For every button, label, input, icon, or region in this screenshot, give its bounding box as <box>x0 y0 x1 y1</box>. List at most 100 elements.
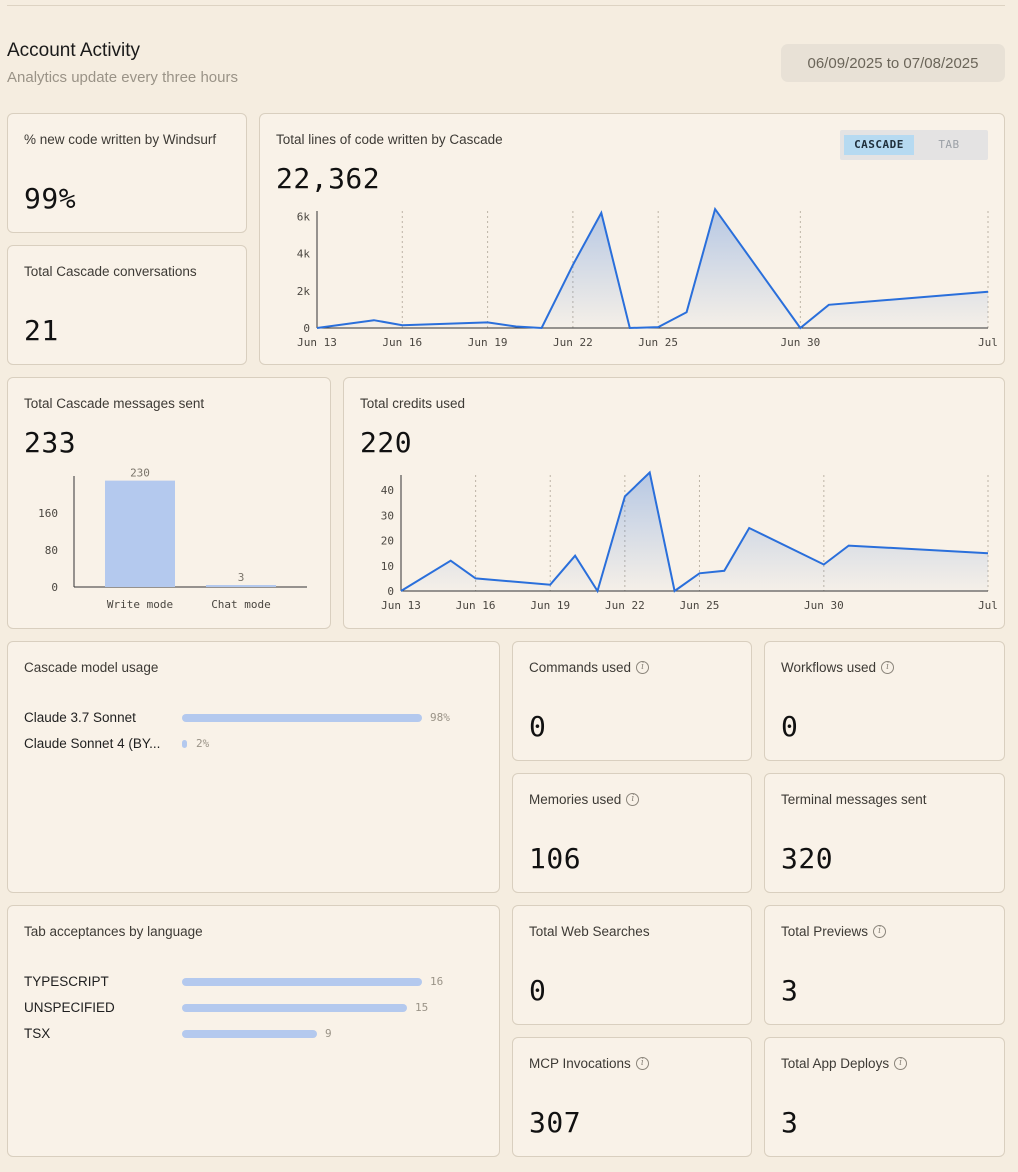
x-tick-label: Jun 22 <box>553 336 593 349</box>
tab-languages-card: Tab acceptances by language TYPESCRIPT 1… <box>7 905 500 1157</box>
mcp-card: MCP Invocations i 307 <box>512 1037 752 1157</box>
info-icon[interactable]: i <box>894 1057 908 1070</box>
toggle-cascade[interactable]: CASCADE <box>844 135 914 155</box>
lines-of-code-value: 22,362 <box>276 162 381 195</box>
bar <box>105 480 175 587</box>
commands-label-text: Commands used <box>529 660 632 675</box>
language-count: 9 <box>325 1027 332 1040</box>
language-bar <box>182 1030 317 1038</box>
bar-value-label: 3 <box>238 571 245 584</box>
web-searches-value: 0 <box>529 974 547 1007</box>
y-tick-label: 4k <box>297 248 311 261</box>
model-row: Claude Sonnet 4 (BY... 2% <box>24 734 484 754</box>
info-icon[interactable]: i <box>626 793 640 806</box>
messages-label: Total Cascade messages sent <box>24 396 205 411</box>
deploys-value: 3 <box>781 1106 799 1139</box>
y-tick-label: 20 <box>381 535 394 548</box>
deploys-label: Total App Deploys i <box>781 1056 908 1071</box>
x-tick-label: Jun 30 <box>780 336 820 349</box>
y-tick-label: 6k <box>297 211 311 224</box>
deploys-card: Total App Deploys i 3 <box>764 1037 1005 1157</box>
y-tick-label: 0 <box>51 581 58 594</box>
commands-value: 0 <box>529 710 547 743</box>
messages-chart: 0 80 160 230 Write mode 3 Chat mode <box>38 467 307 611</box>
x-tick-label: Jun 25 <box>680 599 720 612</box>
x-tick-label: Jun 25 <box>638 336 678 349</box>
model-usage-label: Cascade model usage <box>24 660 159 675</box>
credits-card: Total credits used 220 0 10 20 30 40 Jun 13 Ju… <box>343 377 1005 629</box>
previews-card: Total Previews i 3 <box>764 905 1005 1025</box>
credits-value: 220 <box>360 426 413 459</box>
info-icon[interactable]: i <box>636 661 650 674</box>
series-area <box>401 472 988 591</box>
language-bar <box>182 978 422 986</box>
new-code-pct-label: % new code written by Windsurf <box>24 132 217 147</box>
date-range-picker[interactable]: 06/09/2025 to 07/08/2025 <box>781 44 1005 82</box>
previews-value: 3 <box>781 974 799 1007</box>
y-tick-label: 0 <box>303 322 310 335</box>
x-tick-label: Jun 13 <box>297 336 337 349</box>
series-area <box>317 209 988 328</box>
conversations-value: 21 <box>24 314 59 347</box>
bar-value-label: 230 <box>130 467 150 480</box>
model-bar <box>182 740 187 748</box>
previews-label: Total Previews i <box>781 924 887 939</box>
info-icon[interactable]: i <box>881 661 895 674</box>
cascade-tab-toggle[interactable]: CASCADE TAB <box>840 130 988 160</box>
model-pct: 98% <box>430 711 450 724</box>
model-pct: 2% <box>196 737 210 750</box>
workflows-label: Workflows used i <box>781 660 895 675</box>
messages-value: 233 <box>24 426 77 459</box>
language-name: TYPESCRIPT <box>24 974 109 989</box>
mcp-value: 307 <box>529 1106 582 1139</box>
terminal-label: Terminal messages sent <box>781 792 927 807</box>
new-code-pct-card: % new code written by Windsurf 99% <box>7 113 247 233</box>
terminal-value: 320 <box>781 842 834 875</box>
tab-languages-label: Tab acceptances by language <box>24 924 203 939</box>
x-tick-label: Jul <box>978 336 998 349</box>
page-subtitle: Analytics update every three hours <box>7 69 238 86</box>
info-icon[interactable]: i <box>635 1057 649 1070</box>
y-tick-label: 0 <box>387 585 394 598</box>
model-name: Claude Sonnet 4 (BY... <box>24 736 161 751</box>
language-name: TSX <box>24 1026 51 1041</box>
previews-label-text: Total Previews <box>781 924 869 939</box>
x-tick-label: Jun 19 <box>530 599 570 612</box>
x-tick-label: Jun 22 <box>605 599 645 612</box>
deploys-label-text: Total App Deploys <box>781 1056 890 1071</box>
toggle-tab[interactable]: TAB <box>938 138 960 151</box>
credits-label: Total credits used <box>360 396 466 411</box>
language-row: TSX 9 <box>24 1024 484 1044</box>
lines-of-code-card: Total lines of code written by Cascade 2… <box>259 113 1005 365</box>
web-searches-label: Total Web Searches <box>529 924 650 939</box>
y-tick-label: 40 <box>381 484 394 497</box>
memories-label: Memories used i <box>529 792 640 807</box>
x-tick-label: Jun 16 <box>382 336 422 349</box>
workflows-card: Workflows used i 0 <box>764 641 1005 761</box>
info-icon[interactable]: i <box>873 925 887 938</box>
language-bar <box>182 1004 407 1012</box>
mcp-label-text: MCP Invocations <box>529 1056 631 1071</box>
conversations-label: Total Cascade conversations <box>24 264 197 279</box>
workflows-value: 0 <box>781 710 799 743</box>
y-tick-label: 160 <box>38 507 58 520</box>
new-code-pct-value: 99% <box>24 182 77 215</box>
x-tick-label: Jun 30 <box>804 599 844 612</box>
y-tick-label: 30 <box>381 509 394 522</box>
memories-label-text: Memories used <box>529 792 622 807</box>
language-row: TYPESCRIPT 16 <box>24 972 484 992</box>
lines-of-code-chart: 0 2k 4k 6k Jun 13 Jun 16 Jun 19 Jun 22 Jun 25 Jun… <box>297 206 998 349</box>
bar <box>206 585 276 587</box>
language-count: 15 <box>415 1001 429 1014</box>
x-tick-label: Jun 13 <box>381 599 421 612</box>
series-line <box>400 470 989 594</box>
commands-label: Commands used i <box>529 660 650 675</box>
x-tick-label: Write mode <box>107 598 173 611</box>
x-tick-label: Jul <box>978 599 998 612</box>
memories-value: 106 <box>529 842 582 875</box>
y-tick-label: 2k <box>297 285 311 298</box>
conversations-card: Total Cascade conversations 21 <box>7 245 247 365</box>
lines-of-code-label: Total lines of code written by Cascade <box>276 132 503 147</box>
model-name: Claude 3.7 Sonnet <box>24 710 136 725</box>
web-searches-card: Total Web Searches 0 <box>512 905 752 1025</box>
